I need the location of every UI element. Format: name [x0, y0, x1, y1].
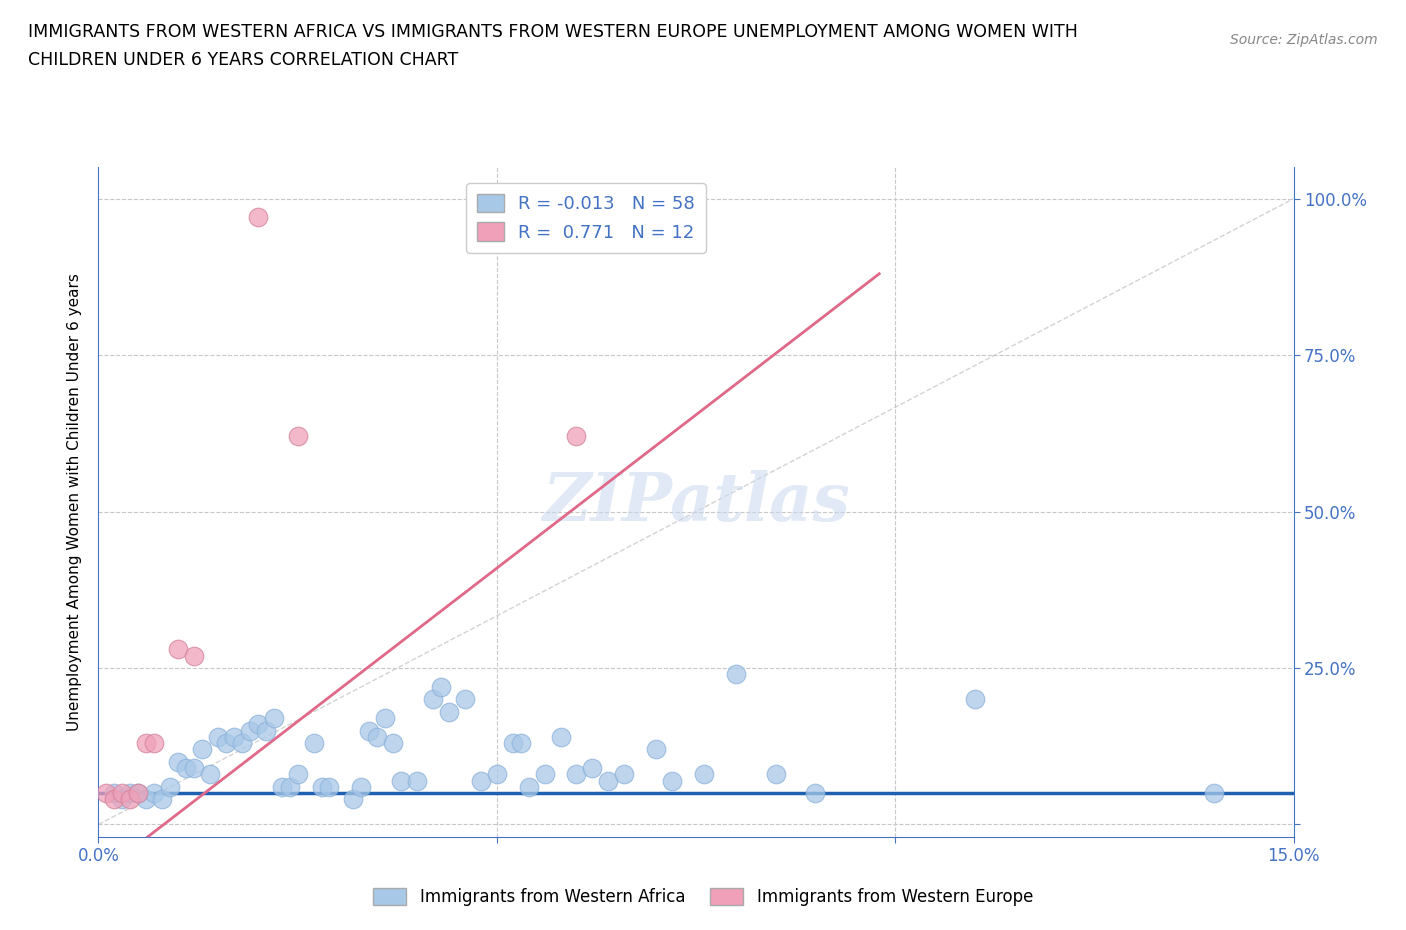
Point [406, 773, 429, 788]
Point [374, 711, 396, 725]
Text: ZIPatlas: ZIPatlas [543, 470, 849, 535]
Text: Source: ZipAtlas.com: Source: ZipAtlas.com [1230, 33, 1378, 46]
Point [470, 773, 492, 788]
Point [246, 210, 269, 225]
Point [111, 792, 134, 807]
Point [437, 704, 460, 719]
Y-axis label: Unemployment Among Women with Children Under 6 years: Unemployment Among Women with Children U… [67, 273, 83, 731]
Point [143, 786, 166, 801]
Point [1202, 786, 1225, 801]
Point [287, 429, 309, 444]
Point [454, 692, 477, 707]
Point [263, 711, 285, 725]
Point [366, 729, 388, 744]
Point [103, 786, 125, 801]
Point [485, 767, 508, 782]
Point [342, 792, 364, 807]
Point [159, 779, 181, 794]
Point [278, 779, 301, 794]
Point [120, 792, 142, 807]
Point [550, 729, 572, 744]
Point [804, 786, 827, 801]
Point [765, 767, 787, 782]
Point [103, 792, 125, 807]
Point [96, 786, 118, 801]
Point [222, 729, 245, 744]
Point [598, 773, 620, 788]
Point [215, 736, 238, 751]
Point [533, 767, 555, 782]
Point [135, 736, 157, 751]
Legend: Immigrants from Western Africa, Immigrants from Western Europe: Immigrants from Western Africa, Immigran… [366, 881, 1040, 912]
Point [150, 792, 173, 807]
Point [127, 786, 149, 801]
Point [183, 648, 205, 663]
Point [963, 692, 986, 707]
Legend: R = -0.013   N = 58, R =  0.771   N = 12: R = -0.013 N = 58, R = 0.771 N = 12 [465, 183, 706, 253]
Text: CHILDREN UNDER 6 YEARS CORRELATION CHART: CHILDREN UNDER 6 YEARS CORRELATION CHART [28, 51, 458, 69]
Point [430, 680, 453, 695]
Point [661, 773, 683, 788]
Point [167, 642, 190, 657]
Point [207, 729, 229, 744]
Point [693, 767, 716, 782]
Point [127, 786, 149, 801]
Point [517, 779, 540, 794]
Point [254, 724, 277, 738]
Point [302, 736, 325, 751]
Point [287, 767, 309, 782]
Text: IMMIGRANTS FROM WESTERN AFRICA VS IMMIGRANTS FROM WESTERN EUROPE UNEMPLOYMENT AM: IMMIGRANTS FROM WESTERN AFRICA VS IMMIGR… [28, 23, 1078, 41]
Point [239, 724, 262, 738]
Point [422, 692, 444, 707]
Point [111, 786, 134, 801]
Point [191, 742, 214, 757]
Point [167, 754, 190, 769]
Point [174, 761, 197, 776]
Point [135, 792, 157, 807]
Point [565, 767, 588, 782]
Point [565, 429, 588, 444]
Point [183, 761, 205, 776]
Point [389, 773, 412, 788]
Point [613, 767, 636, 782]
Point [645, 742, 668, 757]
Point [311, 779, 333, 794]
Point [120, 786, 142, 801]
Point [318, 779, 340, 794]
Point [502, 736, 524, 751]
Point [246, 717, 269, 732]
Point [350, 779, 373, 794]
Point [198, 767, 221, 782]
Point [359, 724, 381, 738]
Point [143, 736, 166, 751]
Point [231, 736, 253, 751]
Point [581, 761, 603, 776]
Point [724, 667, 747, 682]
Point [270, 779, 292, 794]
Point [509, 736, 531, 751]
Point [382, 736, 405, 751]
